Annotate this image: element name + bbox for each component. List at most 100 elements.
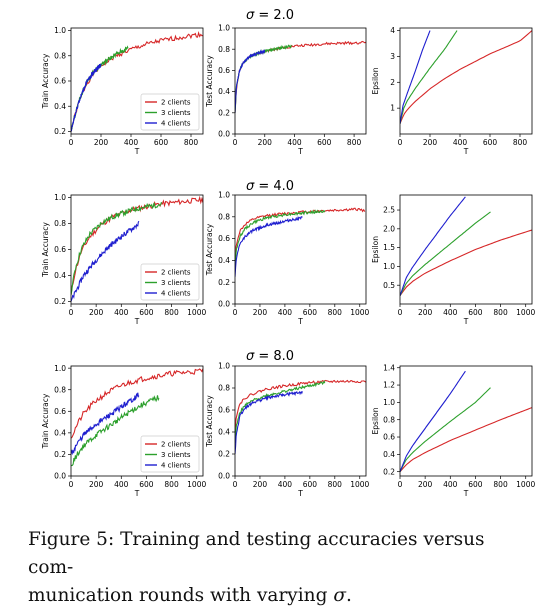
y-tick-label: 0.8 — [54, 219, 66, 228]
y-axis-label: Epsilon — [371, 407, 380, 434]
series-line-2-clients — [235, 379, 366, 433]
x-tick-label: 200 — [89, 308, 104, 317]
caption-line-2-text: munication rounds with varying — [28, 585, 334, 606]
series-line-3-clients — [400, 211, 491, 296]
y-tick-label: 0.0 — [218, 472, 230, 481]
panel-0-0: 0 200 400 600 800 0.2 0.4 0.6 0.8 1.0 T Train Accur… — [41, 26, 204, 156]
plot-frame — [399, 194, 533, 305]
series-line-4-clients — [400, 370, 466, 472]
y-tick-label: 0.6 — [54, 245, 66, 254]
panel-2-2: 0 200 400 600 800 1000 0.2 0.4 0.6 0.8 1.0 1.2 1.4 T E… — [371, 363, 535, 498]
y-axis-label: Train Accuracy — [41, 393, 50, 449]
legend-label: 3 clients — [161, 451, 191, 459]
x-tick-label: 0 — [233, 308, 238, 317]
series-line-4-clients — [400, 196, 466, 296]
y-tick-label: 1.0 — [218, 24, 230, 33]
y-axis-label: Train Accuracy — [41, 53, 50, 109]
legend-box — [140, 435, 200, 473]
y-axis-label: Train Accuracy — [41, 222, 50, 278]
plot-frame — [234, 27, 367, 135]
series-line-3-clients — [400, 387, 491, 472]
y-tick-label: 0.6 — [383, 433, 395, 442]
y-tick-label: 1.5 — [383, 243, 395, 252]
series-line-4-clients — [71, 392, 140, 456]
x-tick-label: 400 — [443, 480, 458, 489]
caption-line-2: munication rounds with varying σ. — [28, 582, 518, 610]
legend: 2 clients 3 clients 4 clients — [140, 263, 200, 301]
row-title: σ = 2.0 — [246, 8, 294, 23]
legend-label: 4 clients — [161, 120, 191, 128]
y-tick-label: 0.2 — [383, 467, 395, 476]
y-tick-label: 0.4 — [54, 271, 66, 280]
y-tick-label: 1.0 — [54, 193, 66, 202]
legend-label: 2 clients — [161, 269, 191, 277]
y-tick-label: 2 — [390, 78, 395, 87]
series-line-4-clients — [235, 216, 303, 277]
caption-line-2-end: . — [345, 585, 352, 606]
x-tick-label: 1000 — [187, 308, 206, 317]
y-tick-label: 4 — [390, 26, 395, 35]
x-tick-label: 200 — [418, 480, 433, 489]
y-tick-label: 1.2 — [383, 381, 395, 390]
x-tick-label: 800 — [164, 308, 179, 317]
series-line-4-clients — [400, 30, 431, 124]
series-line-2-clients — [235, 40, 366, 113]
plot-frame — [70, 365, 204, 477]
y-axis-label: Epsilon — [371, 67, 380, 94]
plot-frame — [234, 194, 367, 305]
x-axis-label: T — [463, 147, 469, 156]
y-tick-label: 0.2 — [54, 127, 66, 136]
y-tick-label: 0.2 — [54, 297, 66, 306]
y-tick-label: 0.0 — [218, 300, 230, 309]
y-tick-label: 0.8 — [54, 385, 66, 394]
x-tick-label: 600 — [154, 138, 169, 147]
series-line-2-clients — [71, 195, 203, 295]
y-tick-label: 0.2 — [218, 278, 230, 287]
figure-caption: Figure 5: Training and testing accuracie… — [28, 526, 518, 610]
x-tick-label: 600 — [139, 480, 154, 489]
y-tick-label: 0.2 — [54, 450, 66, 459]
legend: 2 clients 3 clients 4 clients — [140, 435, 200, 473]
caption-sigma-symbol: σ — [333, 585, 346, 606]
series-line-3-clients — [71, 201, 163, 296]
x-tick-label: 600 — [303, 308, 318, 317]
x-tick-label: 400 — [278, 480, 293, 489]
y-tick-label: 0.6 — [218, 406, 230, 415]
chart-row-1: σ = 4.0 0 200 400 600 800 1000 0.2 0.4 0.6 0.8 1.0 T… — [41, 179, 535, 326]
series-line-2-clients — [71, 368, 203, 439]
legend: 2 clients 3 clients 4 clients — [140, 93, 200, 131]
x-tick-label: 400 — [278, 308, 293, 317]
y-tick-label: 1.0 — [383, 262, 395, 271]
figure: σ = 2.00 200 400 600 8000.20.40.60.81.0TTrai… — [41, 8, 535, 498]
y-tick-label: 1.0 — [54, 364, 66, 373]
caption-line-1: Figure 5: Training and testing accuracie… — [28, 529, 485, 578]
legend-box — [140, 263, 200, 301]
plot-frame — [399, 27, 533, 135]
series-line-3-clients — [71, 45, 129, 132]
chart-row-0: σ = 2.00 200 400 600 8000.20.40.60.81.0TTrai… — [41, 8, 533, 156]
series-line-4-clients — [71, 220, 140, 302]
y-tick-label: 1.4 — [383, 363, 395, 372]
x-tick-label: 200 — [253, 480, 268, 489]
y-axis-label: Test Accuracy — [205, 395, 214, 448]
x-tick-label: 0 — [398, 138, 403, 147]
plot-frame — [399, 365, 533, 477]
y-tick-label: 3 — [390, 52, 395, 61]
y-tick-label: 0.8 — [54, 51, 66, 60]
row-title: σ = 4.0 — [246, 179, 294, 194]
y-tick-label: 0.0 — [54, 472, 66, 481]
y-axis-label: Test Accuracy — [205, 55, 214, 108]
x-tick-label: 0 — [398, 480, 403, 489]
panel-0-2: 0 200 400 600 800 1 2 3 4 T Epsilon — [371, 26, 533, 156]
x-tick-label: 200 — [423, 138, 438, 147]
x-tick-label: 800 — [328, 308, 343, 317]
y-tick-label: 0.4 — [218, 87, 230, 96]
x-tick-label: 400 — [453, 138, 468, 147]
y-tick-label: 2.5 — [383, 206, 395, 215]
x-tick-label: 0 — [398, 308, 403, 317]
y-tick-label: 0.4 — [54, 102, 66, 111]
y-tick-label: 1.0 — [383, 398, 395, 407]
panel-1-1: 0 200 400 600 800 1000 0.0 0.2 0.4 0.6 0.8 1.0 T Test… — [205, 191, 370, 326]
y-tick-label: 0.8 — [218, 45, 230, 54]
series-line-3-clients — [235, 44, 293, 113]
